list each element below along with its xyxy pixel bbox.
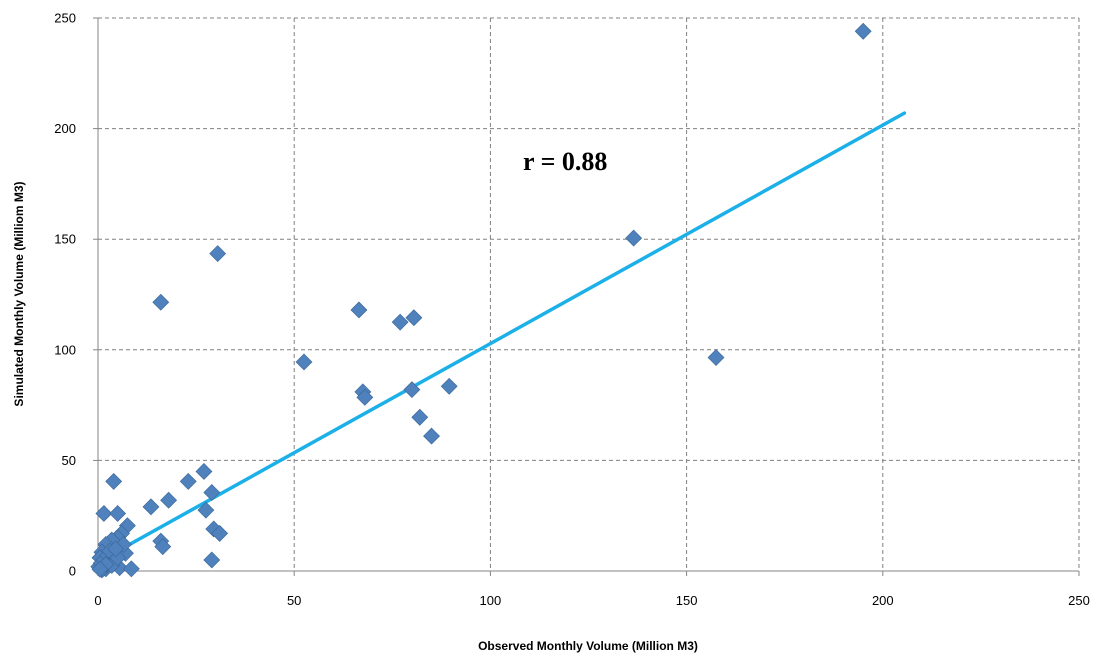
- data-point: [391, 313, 409, 331]
- data-point: [109, 505, 127, 522]
- y-tick-label: 0: [69, 564, 76, 579]
- data-point: [160, 491, 178, 509]
- data-point: [105, 472, 123, 490]
- data-point: [350, 301, 368, 319]
- data-point: [209, 245, 227, 263]
- trendline: [113, 111, 907, 554]
- x-tick-label: 250: [1068, 593, 1090, 608]
- data-point: [211, 524, 229, 542]
- data-point: [707, 349, 725, 366]
- correlation-annotation: r = 0.88: [523, 147, 607, 176]
- y-tick-label: 50: [62, 453, 76, 468]
- x-axis-title: Observed Monthly Volume (Million M3): [478, 639, 698, 653]
- data-point: [356, 388, 374, 406]
- data-point: [197, 501, 215, 519]
- data-point: [152, 293, 170, 311]
- x-tick-label: 50: [287, 593, 301, 608]
- grid-lines: [93, 17, 1080, 576]
- data-point: [179, 472, 197, 490]
- data-points: [90, 22, 872, 579]
- data-point: [423, 427, 440, 445]
- x-tick-label: 200: [872, 593, 894, 608]
- data-point: [203, 484, 221, 501]
- y-tick-labels: 0 50 100 150 200 250: [54, 11, 76, 579]
- data-point: [295, 353, 313, 371]
- data-point: [95, 505, 113, 522]
- x-tick-label: 150: [676, 593, 698, 608]
- data-point: [405, 309, 423, 327]
- y-tick-label: 250: [54, 11, 76, 26]
- x-tick-label: 0: [94, 593, 101, 608]
- y-tick-label: 150: [54, 232, 76, 247]
- data-point: [195, 463, 213, 480]
- data-point: [625, 229, 643, 247]
- data-point: [91, 560, 109, 578]
- y-tick-label: 100: [54, 342, 76, 357]
- trendline-group: [113, 111, 907, 554]
- data-point: [403, 381, 421, 399]
- data-point: [107, 540, 125, 558]
- data-point: [154, 538, 172, 556]
- data-point: [203, 551, 221, 569]
- y-axis-title: Simulated Monthly Volume (Milliom M3): [12, 181, 26, 406]
- data-point: [122, 560, 140, 578]
- x-tick-labels: 0 50 100 150 200 250: [94, 593, 1089, 608]
- data-point: [854, 22, 872, 40]
- data-point: [142, 498, 160, 516]
- x-tick-label: 100: [480, 593, 502, 608]
- data-point: [411, 408, 429, 426]
- y-tick-label: 200: [54, 121, 76, 136]
- data-point: [440, 377, 458, 395]
